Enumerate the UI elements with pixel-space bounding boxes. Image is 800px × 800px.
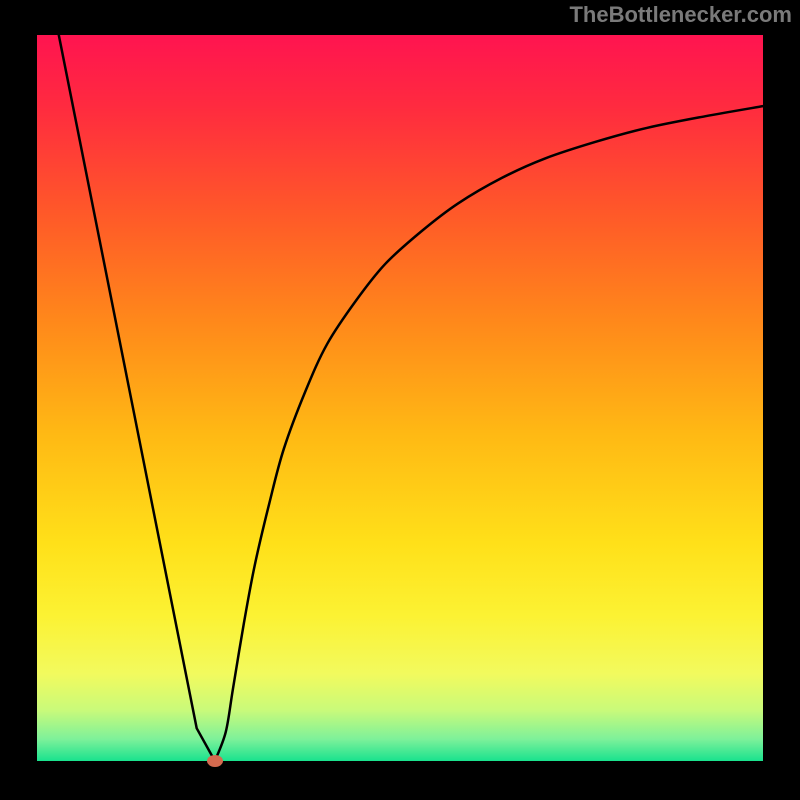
chart-container: TheBottlenecker.com <box>0 0 800 800</box>
bottleneck-curve <box>37 35 763 761</box>
optimal-point-marker <box>207 755 223 767</box>
watermark-label: TheBottlenecker.com <box>569 2 792 28</box>
